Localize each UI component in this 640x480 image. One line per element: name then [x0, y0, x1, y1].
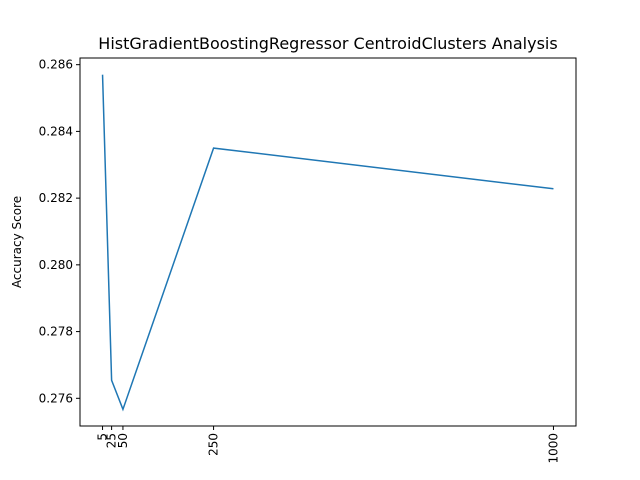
- y-axis-label: Accuracy Score: [10, 196, 24, 288]
- y-tick-label: 0.276: [39, 391, 73, 405]
- y-tick-label: 0.284: [39, 124, 73, 138]
- y-tick-label: 0.280: [39, 258, 73, 272]
- x-tick-label: 250: [207, 433, 221, 456]
- x-tick-label: 50: [116, 433, 130, 448]
- y-tick-label: 0.282: [39, 191, 73, 205]
- x-tick-label: 5: [96, 433, 110, 441]
- y-tick-label: 0.286: [39, 58, 73, 72]
- y-tick-label: 0.278: [39, 325, 73, 339]
- x-tick-label: 25: [105, 433, 119, 448]
- x-tick-label: 1000: [546, 433, 560, 464]
- plot-frame: [79, 57, 577, 427]
- data-line: [101, 74, 554, 412]
- chart-title: HistGradientBoostingRegressor CentroidCl…: [98, 34, 557, 53]
